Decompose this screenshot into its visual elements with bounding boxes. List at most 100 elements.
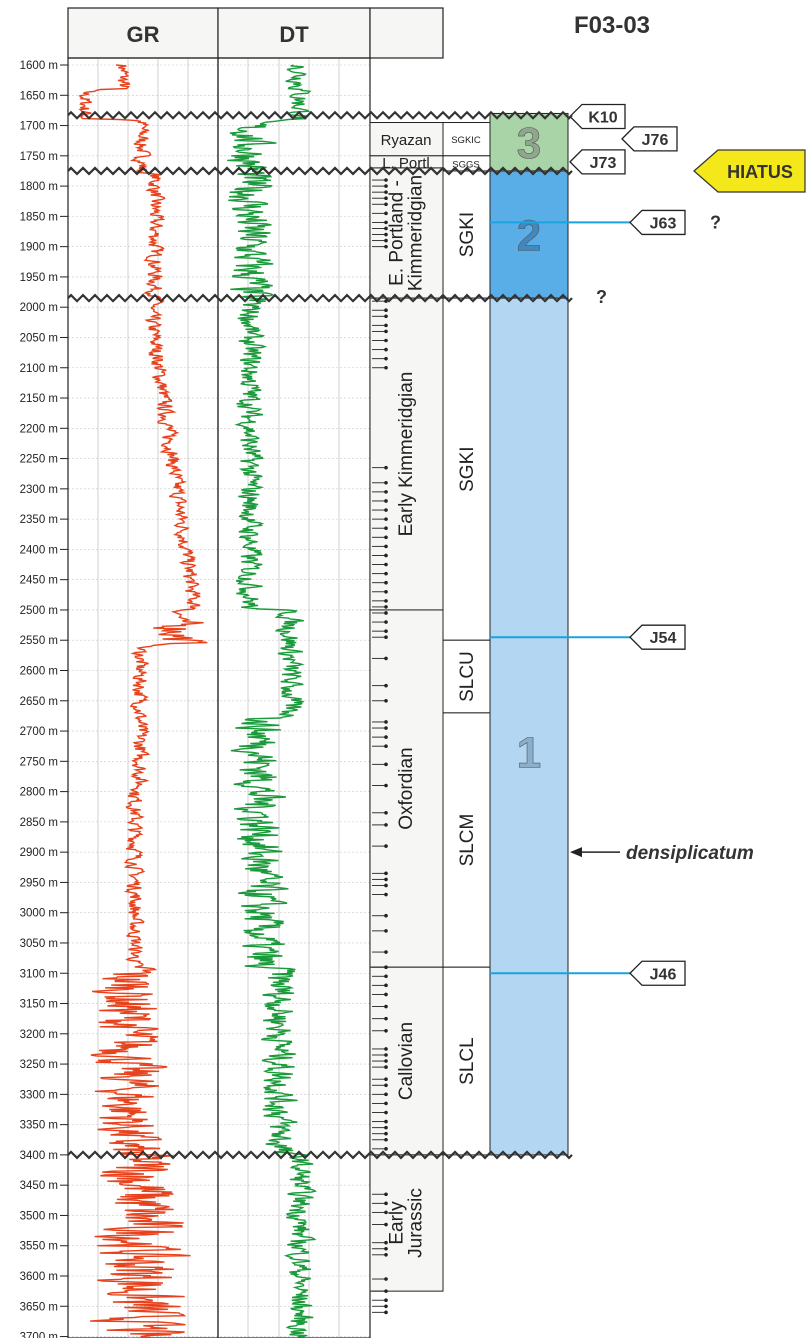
sample-dot: [384, 1110, 388, 1115]
depth-tick-label: 3350 m: [20, 1120, 58, 1132]
stage-label: Callovian: [396, 1022, 417, 1100]
depth-tick-label: 3000 m: [20, 908, 58, 920]
depth-tick-label: 3250 m: [20, 1059, 58, 1071]
sample-dot: [384, 599, 388, 603]
formation-label: SGKI: [457, 446, 478, 491]
sample-dot: [384, 620, 388, 624]
depth-tick-label: 3150 m: [20, 999, 58, 1011]
stage-header-box: [369, 7, 444, 59]
sample-dot: [384, 1016, 388, 1021]
sample-dot: [384, 1310, 388, 1315]
densiplicatum-annotation: densiplicatum: [570, 843, 754, 864]
sample-dot: [384, 589, 388, 594]
sample-dot: [384, 892, 388, 897]
sample-dot: [384, 526, 388, 531]
sample-dot: [384, 314, 388, 319]
sequence-box: [489, 170, 569, 299]
sample-dot: [384, 1119, 388, 1124]
formation-column: SGKIC SGGS SGKI SGKI SLCU SLCM SLCL: [442, 122, 491, 1156]
stage-box: [369, 1154, 444, 1292]
sample-dot: [384, 465, 388, 470]
surface-label: J63: [650, 215, 677, 232]
stage-label: E. Portland -: [387, 180, 408, 286]
depth-tick-label: 2750 m: [20, 756, 58, 768]
depth-tick-label: 3550 m: [20, 1241, 58, 1253]
sample-dot: [384, 735, 388, 739]
depth-tick-label: 1600 m: [20, 60, 58, 72]
depth-tick-label: 2500 m: [20, 605, 58, 617]
sample-dot: [384, 744, 388, 748]
sample-dot: [384, 329, 388, 334]
depth-tick-label: 2700 m: [20, 726, 58, 738]
well-name: F03-03: [574, 12, 650, 39]
stage-label: Ryazan: [381, 132, 432, 149]
sample-dot: [384, 1277, 388, 1281]
depth-tick-label: 2150 m: [20, 393, 58, 405]
depth-tick-label: 3050 m: [20, 938, 58, 950]
log-grid: [68, 58, 370, 1338]
stage-box: [369, 122, 444, 157]
sample-markers: [372, 178, 388, 1315]
sample-dot: [384, 992, 388, 997]
formation-label: SGKI: [457, 212, 478, 257]
depth-tick-label: 1800 m: [20, 181, 58, 193]
stage-box: [369, 297, 444, 611]
surface-markers: K10 J76 J73 J63 ? J54 J46: [490, 103, 721, 986]
sample-dot: [384, 553, 388, 558]
depth-tick-label: 2550 m: [20, 635, 58, 647]
sample-dot: [384, 810, 388, 815]
sample-dot: [384, 656, 388, 661]
formation-label: SLCL: [457, 1037, 478, 1085]
sample-dot: [384, 499, 388, 503]
sample-dot: [384, 1053, 388, 1057]
depth-tick-label: 2950 m: [20, 877, 58, 889]
depth-tick-label: 2350 m: [20, 514, 58, 526]
sample-dot: [384, 720, 388, 724]
surface-query: ?: [710, 212, 721, 232]
sample-dot: [384, 1137, 388, 1142]
sample-dot: [384, 844, 388, 848]
formation-box: [442, 170, 491, 299]
depth-tick-label: 2650 m: [20, 696, 58, 708]
formation-label: SLCM: [457, 814, 478, 867]
sample-dot: [384, 871, 388, 876]
depth-axis: 1600 m 1650 m 1700 m 1750 m 1800 m 1850 m 1900…: [20, 60, 68, 1338]
dt-column-title: DT: [279, 22, 309, 47]
sample-dot: [384, 1240, 388, 1245]
unconformity-zigzag: [67, 166, 573, 176]
depth-tick-label: 3450 m: [20, 1180, 58, 1192]
formation-box: [442, 297, 491, 641]
surface-label: J54: [650, 630, 677, 647]
stage-label: Early Kimmeridgian: [396, 372, 417, 537]
sequence-number: 2: [517, 212, 541, 261]
sample-dot: [384, 983, 388, 988]
sample-dot: [384, 974, 388, 979]
depth-tick-label: 2000 m: [20, 302, 58, 314]
depth-tick-label: 1950 m: [20, 272, 58, 284]
sequence-number: 3: [517, 119, 541, 168]
formation-label: SGKIC: [451, 135, 481, 146]
depth-tick-label: 2850 m: [20, 817, 58, 829]
sample-dot: [384, 508, 388, 512]
unconformity-zigzag: [67, 110, 573, 120]
sample-dot: [384, 1131, 388, 1136]
sample-dot: [384, 226, 388, 231]
depth-tick-label: 2300 m: [20, 484, 58, 496]
sample-dot: [384, 913, 388, 918]
sequence-column: 3 2 1: [489, 112, 569, 1156]
sample-dot: [384, 1201, 388, 1206]
sample-dot: [384, 1253, 388, 1257]
surface-tag: [629, 960, 686, 986]
sample-dot: [384, 232, 388, 237]
depth-tick-label: 2450 m: [20, 575, 58, 587]
sample-dot: [384, 762, 388, 767]
sample-dot: [384, 883, 388, 888]
sample-dot: [384, 1147, 388, 1151]
surface-label: J76: [642, 132, 669, 149]
depth-tick-label: 3500 m: [20, 1210, 58, 1222]
surface-tag: [621, 126, 678, 152]
sample-dot: [384, 562, 388, 567]
sample-dot: [384, 1065, 388, 1069]
unconformity-zigzag: [67, 1150, 573, 1160]
